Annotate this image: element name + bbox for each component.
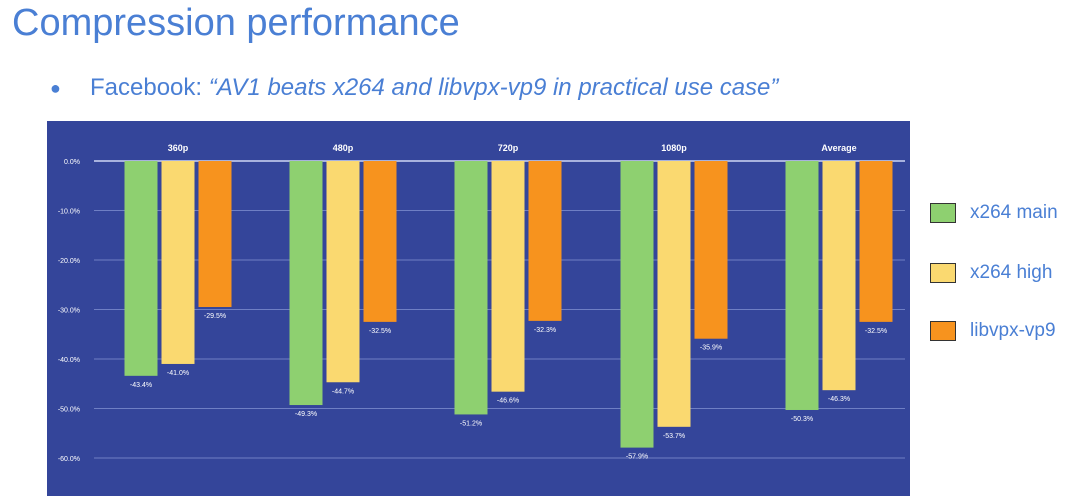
- bar-libvpx-vp9: [363, 161, 397, 322]
- bar-x264-main: [620, 161, 654, 448]
- bar-value-label: -32.5%: [369, 328, 391, 335]
- bar-x264-high: [822, 161, 856, 391]
- y-tick-label: -40.0%: [58, 357, 80, 364]
- legend-label-x264-main: x264 main: [970, 202, 1058, 223]
- bar-value-label: -32.5%: [865, 328, 887, 335]
- x-category-label: 1080p: [661, 143, 687, 153]
- y-tick-label: -20.0%: [58, 258, 80, 265]
- bar-value-label: -57.9%: [626, 454, 648, 461]
- bar-value-label: -51.2%: [460, 420, 482, 427]
- bar-libvpx-vp9: [694, 161, 728, 339]
- bullet-line: ● Facebook: “AV1 beats x264 and libvpx-vp…: [50, 74, 778, 102]
- bar-chart: 0.0% -10.0% -20.0% -30.0% -40.0% -50.0% -60.0%…: [58, 143, 905, 463]
- bar-value-label: -35.9%: [700, 345, 722, 352]
- bar-value-label: -50.3%: [791, 416, 813, 423]
- slide-title: Compression performance: [12, 2, 460, 44]
- x-category-label: 720p: [498, 143, 519, 153]
- bar-libvpx-vp9: [198, 161, 232, 308]
- legend-swatch-libvpx-vp9: [930, 321, 956, 341]
- y-tick-label: 0.0%: [64, 159, 80, 166]
- bar-x264-high: [326, 161, 360, 383]
- bar-x264-main: [124, 161, 158, 376]
- bar-value-label: -43.4%: [130, 382, 152, 389]
- bar-x264-high: [491, 161, 525, 392]
- bar-value-label: -53.7%: [663, 433, 685, 440]
- bar-value-label: -46.3%: [828, 396, 850, 403]
- x-category-label: Average: [821, 143, 856, 153]
- bar-libvpx-vp9: [859, 161, 893, 322]
- bar-value-label: -49.3%: [295, 411, 317, 418]
- bar-x264-high: [657, 161, 691, 427]
- y-tick-label: -60.0%: [58, 456, 80, 463]
- bar-x264-main: [454, 161, 488, 415]
- bullet-source: Facebook:: [90, 74, 203, 101]
- x-category-label: 360p: [168, 143, 189, 153]
- legend-swatch-x264-high: [930, 263, 956, 283]
- bar-value-label: -44.7%: [332, 388, 354, 395]
- bar-x264-high: [161, 161, 195, 364]
- y-tick-label: -10.0%: [58, 209, 80, 216]
- bullet-quote: “AV1 beats x264 and libvpx-vp9 in practi…: [208, 74, 779, 101]
- legend-swatch-x264-main: [930, 203, 956, 223]
- legend-label-libvpx-vp9: libvpx-vp9: [970, 320, 1056, 341]
- bar-value-label: -41.0%: [167, 370, 189, 377]
- legend-label-x264-high: x264 high: [970, 262, 1053, 283]
- x-category-label: 480p: [333, 143, 354, 153]
- bullet-dot-icon: ●: [50, 78, 61, 99]
- bar-value-label: -46.6%: [497, 398, 519, 405]
- bar-x264-main: [785, 161, 819, 410]
- y-tick-label: -30.0%: [58, 308, 80, 315]
- y-tick-label: -50.0%: [58, 407, 80, 414]
- bar-value-label: -29.5%: [204, 313, 226, 320]
- bar-x264-main: [289, 161, 323, 406]
- bar-value-label: -32.3%: [534, 327, 556, 334]
- chart-panel: 0.0% -10.0% -20.0% -30.0% -40.0% -50.0% -60.0%…: [47, 121, 910, 496]
- bar-libvpx-vp9: [528, 161, 562, 321]
